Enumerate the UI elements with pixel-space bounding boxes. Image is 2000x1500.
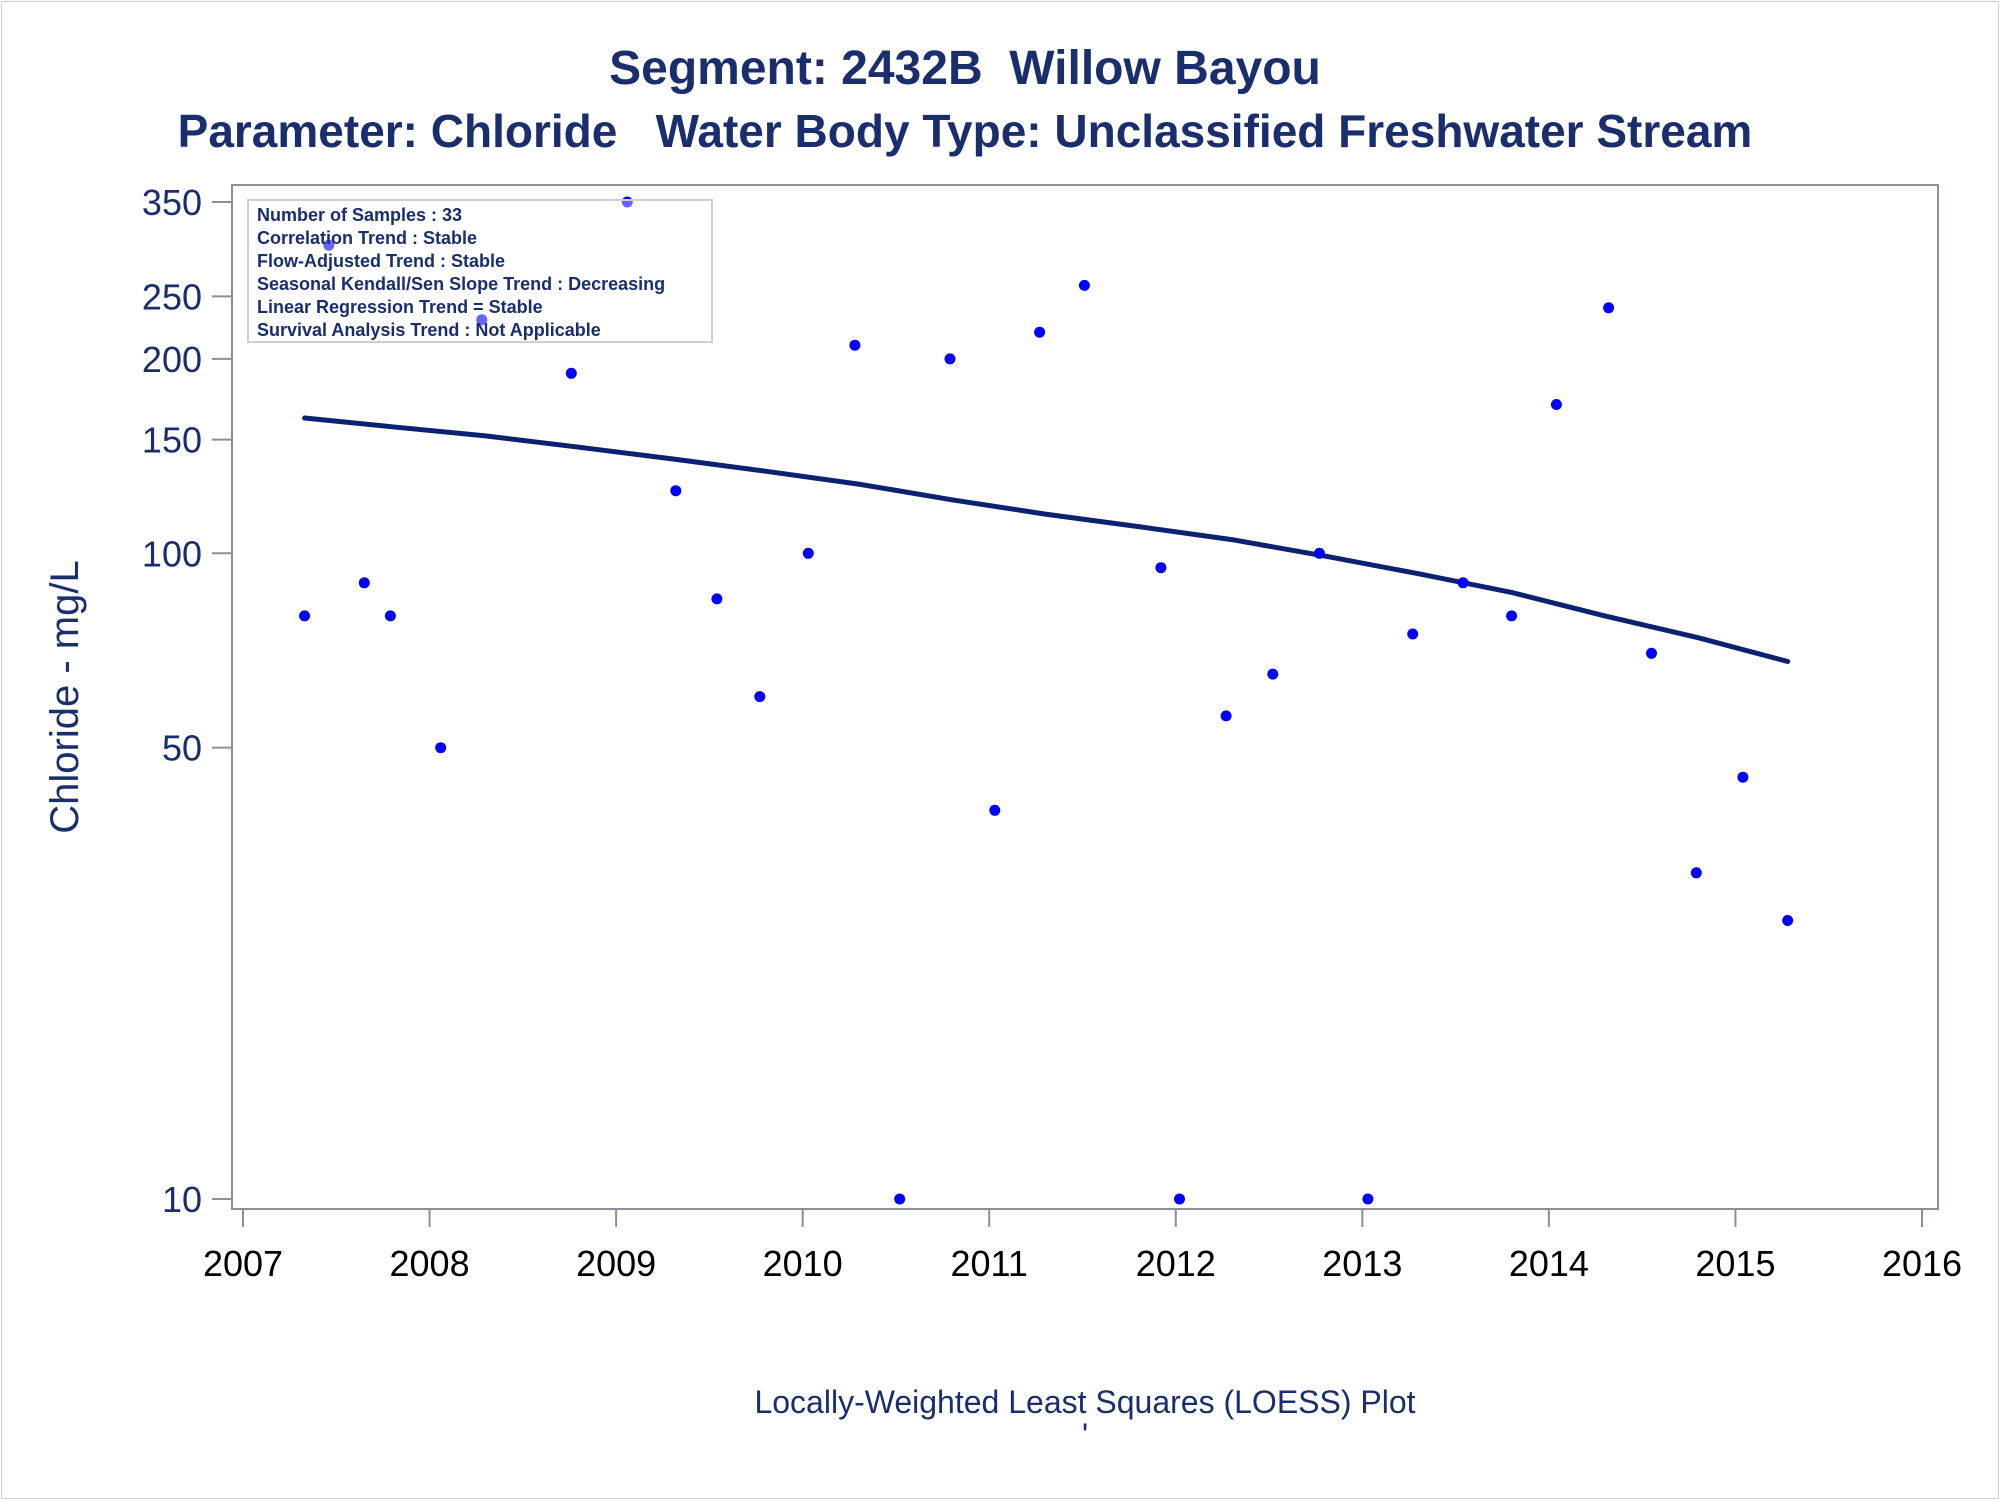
data-point: [1155, 562, 1167, 574]
data-point: [989, 804, 1001, 816]
x-tick-label: 2010: [763, 1243, 843, 1284]
data-point: [1407, 628, 1419, 640]
data-point: [1506, 610, 1518, 622]
stats-line-flow-adjusted: Flow-Adjusted Trend : Stable: [257, 251, 505, 271]
y-tick-label: 200: [142, 339, 202, 380]
data-point: [1457, 577, 1469, 589]
x-tick-label: 2012: [1136, 1243, 1216, 1284]
x-tick-label: 2016: [1882, 1243, 1962, 1284]
x-tick-label: 2011: [951, 1243, 1028, 1284]
data-point: [1362, 1193, 1374, 1205]
loess-trend-line: [302, 415, 1791, 664]
plot-type-label: Locally-Weighted Least Squares (LOESS) P…: [754, 1384, 1415, 1420]
plot-area: [231, 184, 1939, 1210]
data-point: [1690, 867, 1702, 879]
x-tick-label: 2007: [203, 1243, 283, 1284]
chart-subtitle: Parameter: Chloride Water Body Type: Unc…: [178, 105, 1753, 157]
data-point: [1782, 915, 1794, 926]
data-point: [1034, 326, 1046, 338]
stats-box: Number of Samples : 33 Correlation Trend…: [247, 199, 713, 343]
data-point: [1550, 399, 1562, 410]
data-point: [802, 547, 814, 559]
stats-line-samples: Number of Samples : 33: [257, 205, 462, 225]
footer-mark: ': [1082, 1417, 1088, 1453]
points-layer: [299, 196, 1794, 1205]
data-point: [1220, 710, 1232, 722]
data-point: [1078, 279, 1090, 291]
x-axis: 2007 2008 2009 2010 2011 2012 2013 2014 2015 2016: [203, 1209, 1962, 1284]
trend-layer: [302, 415, 1791, 664]
x-tick-label: 2015: [1695, 1243, 1775, 1284]
data-point: [323, 239, 335, 251]
x-tick-label: 2014: [1509, 1243, 1589, 1284]
y-axis: 10 50 100 150 200 250 350: [142, 182, 232, 1220]
data-point: [944, 353, 956, 365]
data-point: [1267, 668, 1279, 680]
data-point: [1313, 547, 1325, 559]
data-point: [476, 314, 488, 326]
stats-line-linear-regression: Linear Regression Trend = Stable: [257, 297, 543, 317]
stats-line-survival: Survival Analysis Trend : Not Applicable: [257, 320, 601, 340]
x-tick-label: 2013: [1322, 1243, 1402, 1284]
data-point: [754, 691, 766, 703]
data-point: [1737, 771, 1749, 783]
data-point: [1646, 647, 1657, 659]
y-tick-label: 250: [142, 276, 202, 317]
y-tick-label: 150: [142, 420, 202, 461]
data-point: [1174, 1193, 1185, 1205]
data-point: [384, 610, 396, 622]
data-point: [670, 485, 682, 497]
data-point: [711, 593, 723, 605]
y-tick-label: 10: [162, 1179, 202, 1220]
data-point: [849, 339, 861, 351]
y-tick-label: 350: [142, 182, 202, 223]
data-point: [358, 577, 370, 589]
y-axis-label: Chloride - mg/L: [43, 560, 87, 833]
y-tick-label: 100: [142, 533, 202, 574]
data-point: [435, 742, 447, 754]
stats-line-seasonal-kendall: Seasonal Kendall/Sen Slope Trend : Decre…: [257, 274, 665, 294]
data-point: [565, 367, 577, 379]
stats-box-frame: [247, 199, 713, 343]
data-point: [299, 610, 311, 622]
data-point: [894, 1193, 906, 1205]
data-point: [1603, 302, 1615, 314]
chart-title: Segment: 2432B Willow Bayou: [609, 42, 1321, 95]
x-tick-label: 2009: [576, 1243, 656, 1284]
stats-line-correlation: Correlation Trend : Stable: [257, 228, 477, 248]
y-tick-label: 50: [162, 728, 202, 769]
x-tick-label: 2008: [390, 1243, 470, 1284]
